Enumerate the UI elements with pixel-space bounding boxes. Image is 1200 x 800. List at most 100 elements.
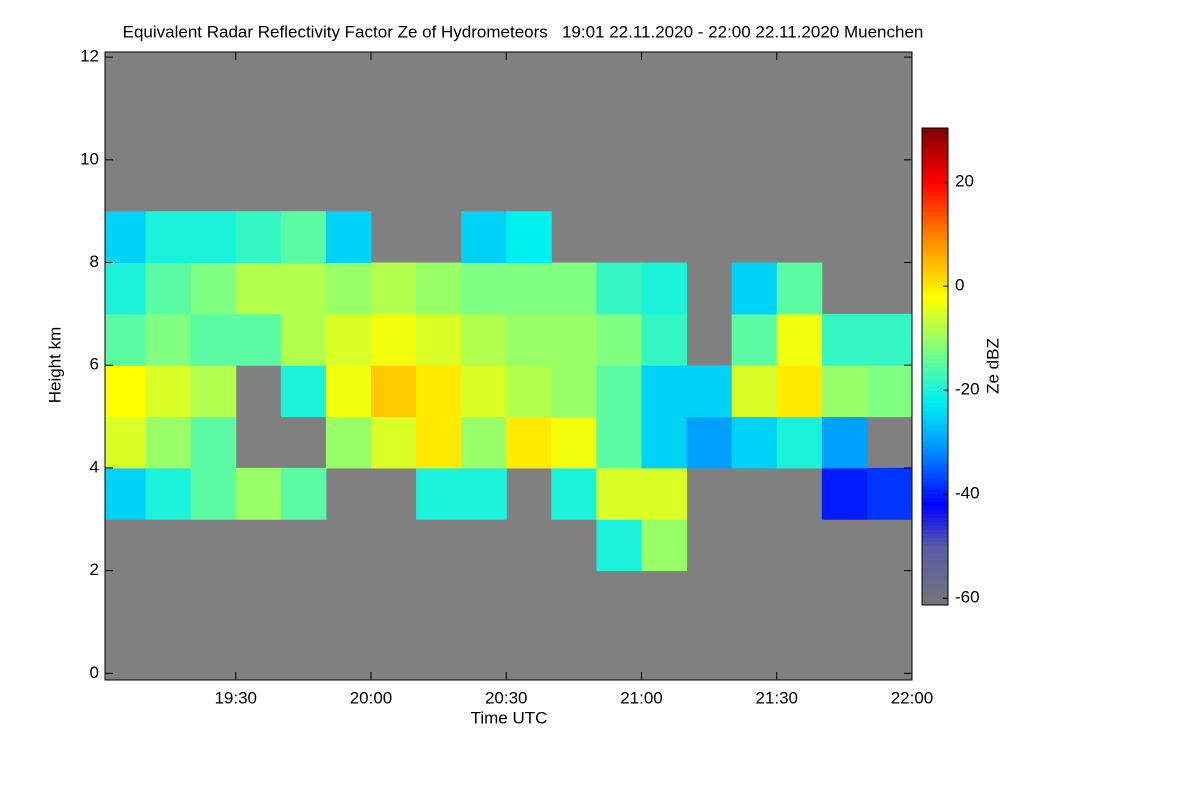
colorbar-segment [922,481,948,487]
colorbar-segment [922,155,948,161]
colorbar-segment [922,465,948,471]
colorbar-segment [922,370,948,375]
colorbar-segment [922,175,948,181]
colorbar-segment [922,195,948,201]
heatmap-cell [145,365,192,418]
heatmap-cell [821,467,868,520]
colorbar-segment [922,406,948,411]
colorbar-segment [922,191,948,197]
heatmap-cell [641,262,688,315]
colorbar-segment [922,306,948,312]
colorbar-segment [922,128,948,133]
heatmap-cell [370,365,417,418]
y-axis-label: Height km [45,327,64,404]
heatmap-cell [686,416,733,469]
colorbar-segment [922,131,948,137]
colorbar-segment [922,589,948,594]
chart-title: Equivalent Radar Reflectivity Factor Ze … [123,22,924,41]
heatmap-cell [506,313,552,366]
heatmap-cell [776,313,823,366]
colorbar-segment [922,394,948,399]
heatmap-cell [596,313,642,366]
heatmap-cell [821,416,868,469]
heatmap-cell [821,313,868,366]
heatmap-cell [105,262,147,315]
colorbar-segment [922,239,948,244]
y-tick-label: 8 [90,252,99,271]
colorbar-segment [922,597,948,602]
colorbar-segment [922,434,948,439]
colorbar-segment [922,537,948,542]
heatmap-cell [776,262,823,315]
heatmap-cell [731,313,778,366]
colorbar-segment [922,529,948,534]
colorbar-segment [922,549,948,554]
colorbar-segment [922,509,948,515]
colorbar-segment [922,290,948,296]
colorbar-segment [922,541,948,546]
heatmap-cell [105,211,147,264]
colorbar-segment [922,485,948,491]
heatmap-cell [506,262,552,315]
heatmap-cell [461,467,507,520]
colorbar-segment [922,215,948,220]
heatmap-cell [416,365,462,418]
colorbar-segment [922,561,948,566]
heatmap-cell [325,262,372,315]
colorbar-segment [922,366,948,371]
colorbar-segment [922,446,948,451]
colorbar-segment [922,426,948,431]
colorbar-segment [922,334,948,340]
heatmap-cell [280,467,327,520]
colorbar-segment [922,283,948,288]
colorbar-segment [922,521,948,526]
heatmap-cell [190,416,237,469]
colorbar-segment [922,338,948,344]
colorbar-label: Ze dBZ [983,338,1002,394]
heatmap-cell [145,211,192,264]
colorbar-segment [922,386,948,391]
x-tick-label: 20:30 [485,688,528,707]
colorbar-segment [922,294,948,300]
heatmap-cell [190,365,237,418]
colorbar-segment [922,489,948,495]
colorbar-segment [922,577,948,582]
colorbar-segment [922,287,948,292]
colorbar-segment [922,139,948,145]
colorbar-segment [922,330,948,336]
x-tick-label: 22:00 [891,688,934,707]
heatmap-cell [551,262,597,315]
colorbar-segment [922,183,948,189]
heatmap-cell [416,416,462,469]
colorbar-segment [922,227,948,232]
colorbar-segment [922,203,948,208]
heatmap-cell [105,416,147,469]
x-tick-label: 21:00 [620,688,663,707]
heatmap-cell [551,313,597,366]
heatmap-cell [325,365,372,418]
heatmap-cell [731,262,778,315]
heatmap-cell [145,262,192,315]
heatmap-cell [416,313,462,366]
colorbar-segment [922,545,948,550]
colorbar-segment [922,243,948,248]
heatmap-cell [506,211,552,264]
heatmap-cell [280,262,327,315]
heatmap-cell [145,313,192,366]
x-tick-label: 19:30 [214,688,257,707]
heatmap-cell [551,365,597,418]
heatmap-cell [866,365,913,418]
colorbar-segment [922,453,948,459]
heatmap-cell [641,416,688,469]
colorbar-segment [922,565,948,570]
colorbar-segment [922,310,948,316]
colorbar-segment [922,135,948,141]
heatmap-cell [416,262,462,315]
colorbar-segment [922,235,948,240]
heatmap-cell [596,365,642,418]
colorbar-segment [922,171,948,177]
colorbar-segment [922,569,948,574]
colorbar-segment [922,533,948,538]
colorbar-segment [922,593,948,598]
heatmap-cell [866,467,913,520]
